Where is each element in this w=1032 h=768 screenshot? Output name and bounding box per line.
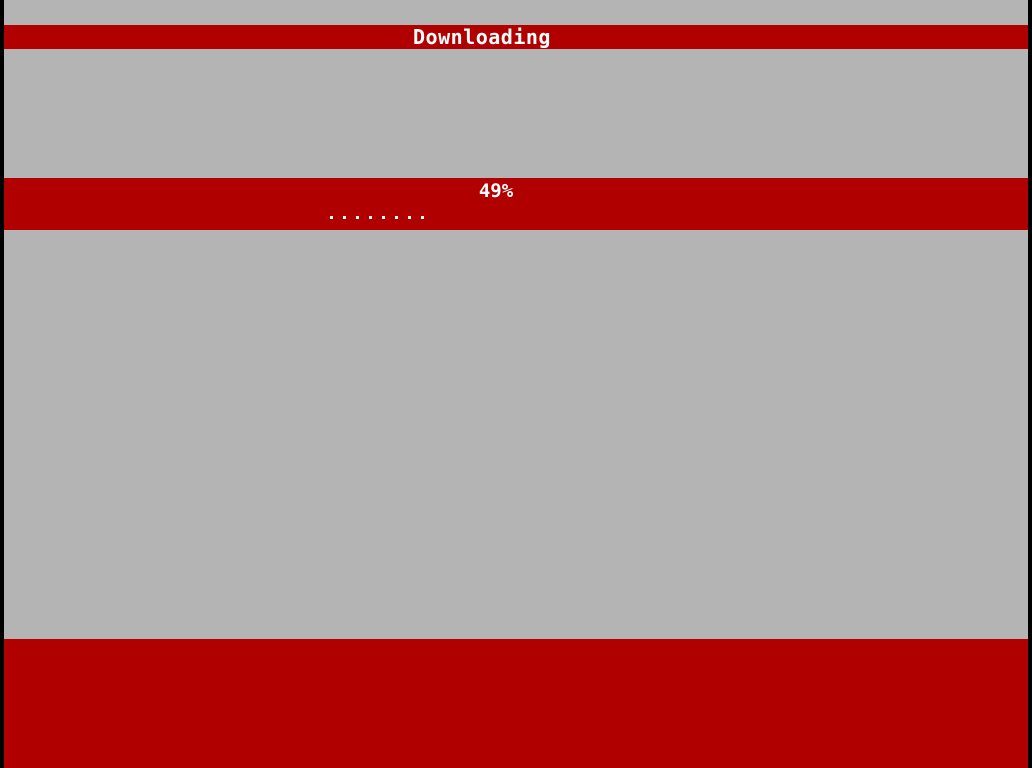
footer-bar xyxy=(4,639,1028,768)
progress-dot xyxy=(356,216,359,219)
progress-dot xyxy=(421,216,424,219)
progress-dot xyxy=(330,216,333,219)
window-title: Downloading xyxy=(413,25,551,49)
progress-dot xyxy=(395,216,398,219)
progress-track xyxy=(4,204,1028,230)
progress-percent: 49% xyxy=(478,180,514,202)
progress-dot xyxy=(343,216,346,219)
progress-dot xyxy=(408,216,411,219)
title-bar: Downloading xyxy=(4,25,1028,49)
installer-screen: Downloading 49% xyxy=(4,0,1028,768)
progress-dots xyxy=(326,216,706,220)
progress-dot xyxy=(382,216,385,219)
progress-panel: 49% xyxy=(4,178,1028,230)
progress-dot xyxy=(369,216,372,219)
